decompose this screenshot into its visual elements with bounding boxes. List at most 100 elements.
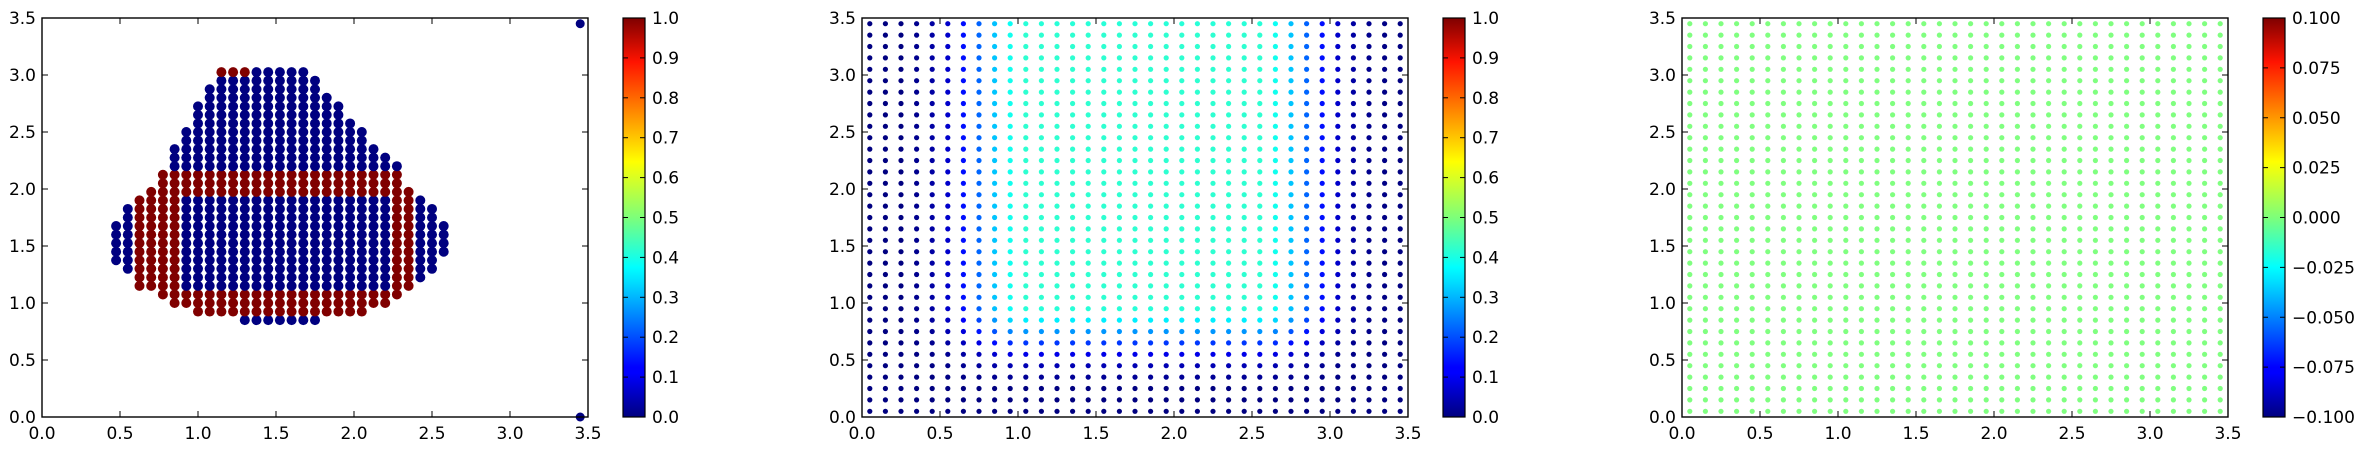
data-point (2014, 157, 2020, 164)
data-point (1116, 351, 1122, 357)
data-point (1843, 89, 1849, 95)
data-point (228, 92, 239, 103)
data-point (1936, 317, 1942, 323)
data-point (321, 203, 332, 214)
data-point (1734, 89, 1740, 95)
data-point (2014, 271, 2020, 278)
data-point (1687, 214, 1693, 221)
data-point (228, 246, 239, 257)
data-point (193, 186, 203, 197)
data-point (391, 221, 402, 232)
data-point (1890, 214, 1896, 221)
data-point (1796, 157, 1802, 164)
data-point (263, 221, 274, 232)
data-point (1148, 78, 1154, 84)
data-point (2217, 397, 2223, 403)
data-point (1812, 374, 1818, 380)
data-point (2077, 55, 2083, 61)
data-point (204, 109, 215, 120)
data-point (1023, 55, 1029, 61)
data-point (1054, 317, 1060, 323)
data-point (415, 212, 426, 223)
data-point (356, 152, 367, 163)
data-point (1272, 89, 1278, 95)
data-point (2217, 294, 2223, 300)
data-point (368, 263, 379, 274)
data-point (1163, 32, 1169, 38)
data-point (1085, 351, 1091, 357)
data-point (2046, 249, 2052, 255)
data-point (2061, 89, 2067, 95)
data-point (2030, 249, 2036, 255)
data-point (914, 237, 920, 243)
data-point (1936, 351, 1942, 357)
data-point (1070, 306, 1076, 312)
data-point (1905, 397, 1911, 403)
data-point (1968, 226, 1974, 232)
data-point (914, 283, 920, 289)
data-point (929, 408, 935, 414)
data-point (1812, 363, 1818, 369)
data-point (882, 43, 889, 50)
data-point (2202, 397, 2208, 403)
data-point (1163, 351, 1169, 357)
data-point (1905, 55, 1911, 61)
data-point (1179, 214, 1185, 221)
data-point (345, 238, 356, 249)
data-point (1999, 283, 2005, 289)
data-point (169, 221, 180, 232)
data-point (1999, 226, 2005, 232)
data-point (2092, 78, 2098, 84)
data-point (1194, 123, 1200, 129)
data-point (1921, 100, 1927, 107)
data-point (2124, 135, 2130, 141)
data-point (898, 363, 904, 369)
data-point (239, 306, 250, 317)
data-point (1194, 112, 1200, 118)
data-point (1734, 351, 1740, 357)
data-point (1007, 397, 1013, 403)
data-point (274, 195, 285, 206)
data-point (321, 178, 332, 189)
data-point (1983, 21, 1989, 27)
data-point (274, 169, 285, 180)
data-point (193, 109, 203, 120)
data-point (914, 385, 920, 392)
data-point (2202, 340, 2208, 346)
data-point (1335, 66, 1341, 72)
data-point (1085, 214, 1091, 221)
data-point (1257, 294, 1263, 300)
data-point (1718, 374, 1724, 380)
x-tick-label: 2.0 (1980, 424, 2007, 444)
data-point (1382, 89, 1388, 95)
data-point (286, 289, 297, 300)
data-point (1194, 351, 1200, 357)
data-point (356, 238, 367, 249)
data-point (1163, 408, 1169, 414)
x-tick-label: 1.0 (1824, 424, 1851, 444)
data-point (882, 203, 889, 209)
data-point (1085, 123, 1091, 129)
colorbar-tick-label: 0.1 (652, 368, 679, 388)
data-point (1999, 135, 2005, 141)
data-point (1765, 112, 1771, 118)
data-point (2170, 283, 2176, 289)
data-point (1366, 237, 1372, 243)
data-point (380, 280, 391, 291)
data-point (228, 195, 239, 206)
y-tick-label: 0.5 (1649, 351, 1676, 371)
data-point (1780, 385, 1786, 392)
data-point (181, 255, 192, 266)
data-point (1999, 363, 2005, 369)
data-point (882, 157, 889, 164)
data-point (1194, 260, 1200, 266)
data-point (2108, 226, 2114, 232)
data-point (2108, 408, 2114, 414)
data-point (2030, 123, 2036, 129)
data-point (1921, 214, 1927, 221)
data-point (2139, 340, 2145, 346)
data-point (1148, 385, 1154, 392)
data-point (1101, 55, 1107, 61)
data-point (1890, 66, 1896, 72)
